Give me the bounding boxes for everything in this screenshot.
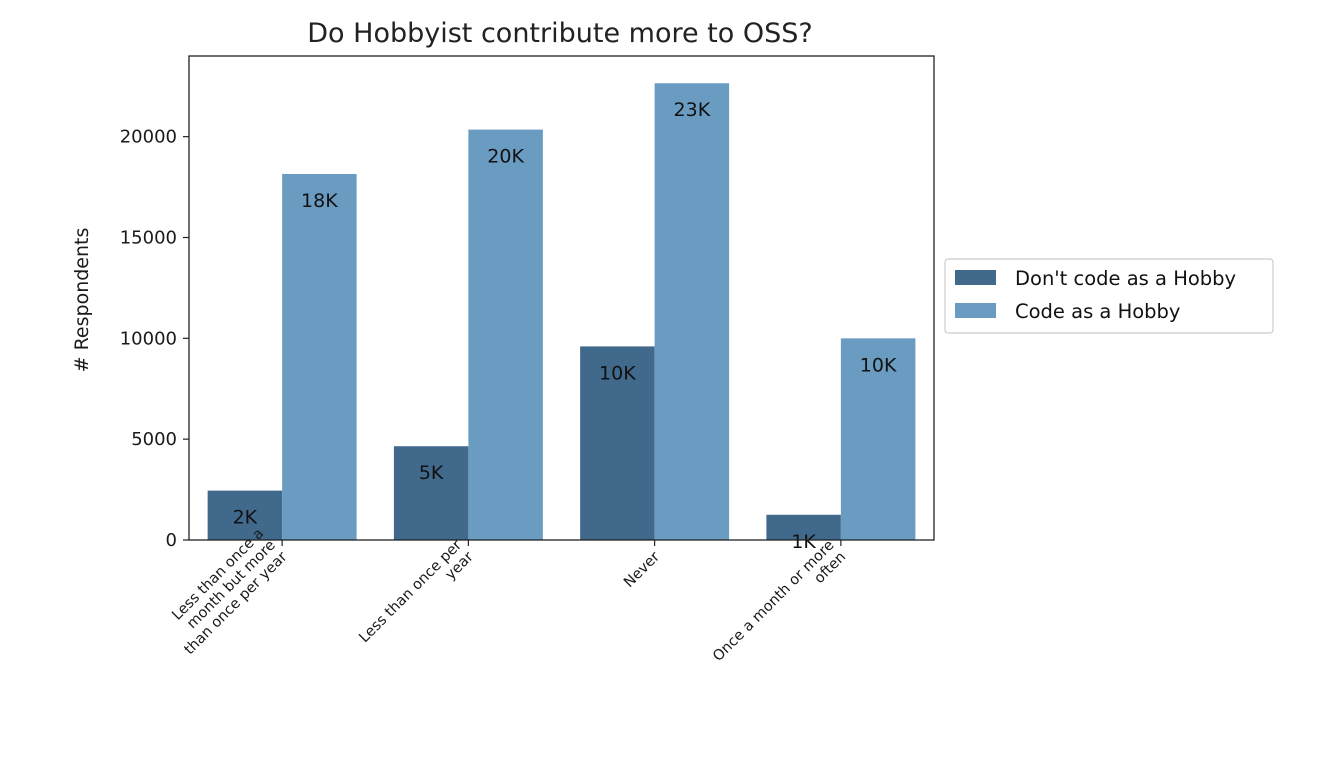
bar-no-hobby-0: [207, 490, 283, 540]
data-label: 1K: [791, 531, 816, 553]
bar-no-hobby-2: [580, 346, 655, 540]
bar-hobby-2: [654, 83, 730, 540]
y-tick-label: 10000: [120, 328, 177, 349]
y-tick-label: 15000: [120, 228, 177, 249]
y-tick-label: 20000: [120, 127, 177, 148]
axes-frame: [188, 55, 935, 541]
legend-swatch: [955, 303, 996, 318]
data-label: 5K: [419, 462, 444, 484]
legend-label: Code as a Hobby: [1015, 300, 1180, 323]
data-label: 2K: [233, 507, 258, 529]
bar-hobby-1: [468, 129, 543, 541]
data-label: 10K: [860, 354, 897, 376]
x-tick-label-line: Less than once per: [356, 537, 465, 646]
y-tick-label: 0: [166, 530, 177, 551]
x-tick-label-line: Never: [621, 549, 663, 591]
y-axis-label: # Respondents: [71, 228, 93, 373]
chart-title: Do Hobbyist contribute more to OSS?: [307, 18, 812, 49]
data-label: 20K: [487, 146, 524, 168]
bar-no-hobby-1: [393, 446, 469, 540]
bar-hobby-3: [840, 338, 916, 540]
legend-box: [944, 258, 1274, 334]
bar-no-hobby-3: [766, 514, 841, 540]
x-tick-label: Never: [621, 549, 663, 591]
legend-label: Don't code as a Hobby: [1015, 267, 1236, 290]
data-label: 23K: [674, 99, 711, 121]
plot-area: 2K 5K 10K 1K 18K 20K 23K 10K 0 5000 10000 15000 2000…: [120, 83, 916, 665]
legend: Don't code as a Hobby Code as a Hobby: [944, 258, 1274, 334]
data-label: 18K: [301, 190, 338, 212]
data-label: 10K: [599, 362, 636, 384]
y-tick-label: 5000: [131, 429, 177, 450]
legend-swatch: [955, 270, 996, 285]
bar-hobby-0: [282, 173, 357, 541]
x-tick-label-line: Once a month or more: [710, 537, 838, 665]
